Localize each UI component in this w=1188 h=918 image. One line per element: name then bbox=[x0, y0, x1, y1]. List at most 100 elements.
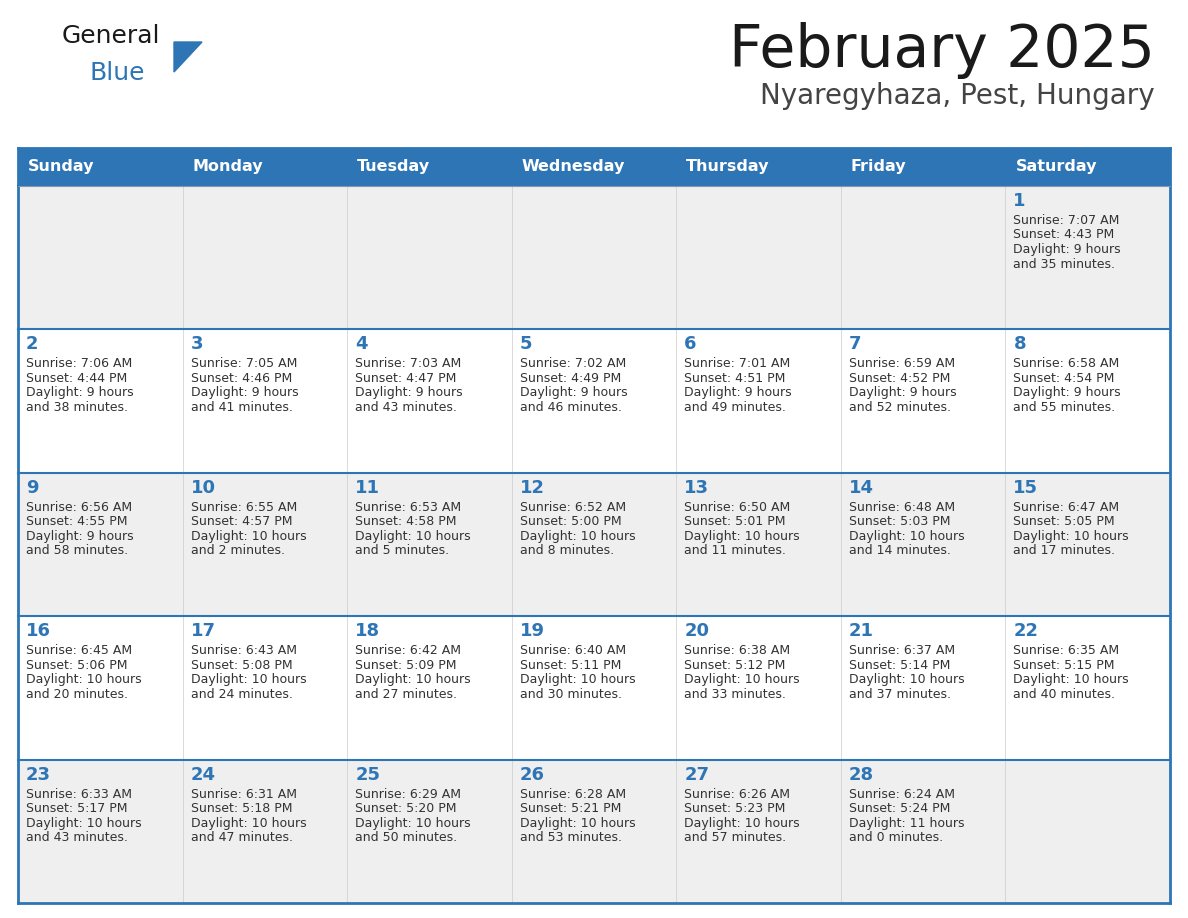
Text: Sunset: 5:14 PM: Sunset: 5:14 PM bbox=[849, 659, 950, 672]
Text: and 5 minutes.: and 5 minutes. bbox=[355, 544, 449, 557]
Text: Daylight: 9 hours: Daylight: 9 hours bbox=[1013, 386, 1121, 399]
Text: 19: 19 bbox=[519, 622, 545, 640]
Text: and 27 minutes.: and 27 minutes. bbox=[355, 688, 457, 700]
Text: 20: 20 bbox=[684, 622, 709, 640]
Text: Sunrise: 7:02 AM: Sunrise: 7:02 AM bbox=[519, 357, 626, 370]
Text: Sunrise: 6:35 AM: Sunrise: 6:35 AM bbox=[1013, 644, 1119, 657]
Text: Sunset: 5:24 PM: Sunset: 5:24 PM bbox=[849, 802, 950, 815]
Text: Wednesday: Wednesday bbox=[522, 160, 625, 174]
Text: Sunrise: 7:05 AM: Sunrise: 7:05 AM bbox=[190, 357, 297, 370]
Text: and 37 minutes.: and 37 minutes. bbox=[849, 688, 950, 700]
Text: and 53 minutes.: and 53 minutes. bbox=[519, 831, 621, 844]
Text: General: General bbox=[62, 24, 160, 48]
Text: 28: 28 bbox=[849, 766, 874, 784]
Bar bbox=[183, 148, 347, 186]
Text: and 49 minutes.: and 49 minutes. bbox=[684, 401, 786, 414]
Bar bbox=[841, 148, 1005, 186]
Text: Sunrise: 7:06 AM: Sunrise: 7:06 AM bbox=[26, 357, 132, 370]
Text: Sunrise: 6:26 AM: Sunrise: 6:26 AM bbox=[684, 788, 790, 800]
Text: Daylight: 9 hours: Daylight: 9 hours bbox=[26, 386, 133, 399]
Text: 26: 26 bbox=[519, 766, 545, 784]
Text: Sunset: 5:09 PM: Sunset: 5:09 PM bbox=[355, 659, 456, 672]
Bar bbox=[676, 148, 841, 186]
Text: Sunset: 5:18 PM: Sunset: 5:18 PM bbox=[190, 802, 292, 815]
Text: Sunset: 4:49 PM: Sunset: 4:49 PM bbox=[519, 372, 621, 385]
Text: 17: 17 bbox=[190, 622, 215, 640]
Text: 13: 13 bbox=[684, 479, 709, 497]
Text: 14: 14 bbox=[849, 479, 874, 497]
Text: Sunset: 5:00 PM: Sunset: 5:00 PM bbox=[519, 515, 621, 528]
Text: Sunset: 5:17 PM: Sunset: 5:17 PM bbox=[26, 802, 127, 815]
Text: 3: 3 bbox=[190, 335, 203, 353]
Text: and 35 minutes.: and 35 minutes. bbox=[1013, 258, 1116, 271]
Text: Tuesday: Tuesday bbox=[358, 160, 430, 174]
Text: Daylight: 11 hours: Daylight: 11 hours bbox=[849, 817, 965, 830]
Text: February 2025: February 2025 bbox=[729, 22, 1155, 79]
Text: Sunrise: 6:53 AM: Sunrise: 6:53 AM bbox=[355, 501, 461, 514]
Text: Sunset: 4:47 PM: Sunset: 4:47 PM bbox=[355, 372, 456, 385]
Polygon shape bbox=[173, 42, 202, 72]
Text: Daylight: 9 hours: Daylight: 9 hours bbox=[1013, 243, 1121, 256]
Text: Daylight: 9 hours: Daylight: 9 hours bbox=[519, 386, 627, 399]
Text: Sunrise: 6:28 AM: Sunrise: 6:28 AM bbox=[519, 788, 626, 800]
Text: Sunset: 5:23 PM: Sunset: 5:23 PM bbox=[684, 802, 785, 815]
Text: Sunrise: 6:55 AM: Sunrise: 6:55 AM bbox=[190, 501, 297, 514]
Text: Sunrise: 6:43 AM: Sunrise: 6:43 AM bbox=[190, 644, 297, 657]
Text: 4: 4 bbox=[355, 335, 367, 353]
Text: Daylight: 9 hours: Daylight: 9 hours bbox=[355, 386, 463, 399]
Text: and 57 minutes.: and 57 minutes. bbox=[684, 831, 786, 844]
Text: Sunrise: 6:59 AM: Sunrise: 6:59 AM bbox=[849, 357, 955, 370]
Text: Sunrise: 6:58 AM: Sunrise: 6:58 AM bbox=[1013, 357, 1119, 370]
Text: Daylight: 10 hours: Daylight: 10 hours bbox=[1013, 673, 1129, 686]
Text: and 50 minutes.: and 50 minutes. bbox=[355, 831, 457, 844]
Text: Daylight: 10 hours: Daylight: 10 hours bbox=[519, 817, 636, 830]
Text: Sunset: 5:12 PM: Sunset: 5:12 PM bbox=[684, 659, 785, 672]
Text: Daylight: 9 hours: Daylight: 9 hours bbox=[26, 530, 133, 543]
Text: 23: 23 bbox=[26, 766, 51, 784]
Text: and 17 minutes.: and 17 minutes. bbox=[1013, 544, 1116, 557]
Text: Sunset: 5:15 PM: Sunset: 5:15 PM bbox=[1013, 659, 1114, 672]
Text: Sunset: 5:05 PM: Sunset: 5:05 PM bbox=[1013, 515, 1116, 528]
Text: 5: 5 bbox=[519, 335, 532, 353]
Text: Sunrise: 7:03 AM: Sunrise: 7:03 AM bbox=[355, 357, 461, 370]
Text: 18: 18 bbox=[355, 622, 380, 640]
Text: and 0 minutes.: and 0 minutes. bbox=[849, 831, 943, 844]
Text: 15: 15 bbox=[1013, 479, 1038, 497]
Bar bbox=[18, 148, 183, 186]
Text: Daylight: 10 hours: Daylight: 10 hours bbox=[684, 817, 800, 830]
Text: 24: 24 bbox=[190, 766, 215, 784]
Text: Sunrise: 6:47 AM: Sunrise: 6:47 AM bbox=[1013, 501, 1119, 514]
Text: 22: 22 bbox=[1013, 622, 1038, 640]
Text: Daylight: 10 hours: Daylight: 10 hours bbox=[190, 530, 307, 543]
Text: Thursday: Thursday bbox=[687, 160, 770, 174]
Text: and 24 minutes.: and 24 minutes. bbox=[190, 688, 292, 700]
Text: Daylight: 10 hours: Daylight: 10 hours bbox=[684, 673, 800, 686]
Text: Daylight: 10 hours: Daylight: 10 hours bbox=[519, 673, 636, 686]
Text: Sunrise: 7:01 AM: Sunrise: 7:01 AM bbox=[684, 357, 790, 370]
Text: and 33 minutes.: and 33 minutes. bbox=[684, 688, 786, 700]
Text: Sunset: 4:44 PM: Sunset: 4:44 PM bbox=[26, 372, 127, 385]
Text: Sunrise: 7:07 AM: Sunrise: 7:07 AM bbox=[1013, 214, 1120, 227]
Text: Sunset: 5:20 PM: Sunset: 5:20 PM bbox=[355, 802, 456, 815]
Text: Sunrise: 6:40 AM: Sunrise: 6:40 AM bbox=[519, 644, 626, 657]
Text: Sunset: 5:01 PM: Sunset: 5:01 PM bbox=[684, 515, 785, 528]
Text: Sunset: 5:11 PM: Sunset: 5:11 PM bbox=[519, 659, 621, 672]
Text: Daylight: 10 hours: Daylight: 10 hours bbox=[1013, 530, 1129, 543]
Text: Daylight: 10 hours: Daylight: 10 hours bbox=[355, 673, 470, 686]
Text: Sunrise: 6:29 AM: Sunrise: 6:29 AM bbox=[355, 788, 461, 800]
Text: Daylight: 9 hours: Daylight: 9 hours bbox=[684, 386, 792, 399]
Text: Sunrise: 6:56 AM: Sunrise: 6:56 AM bbox=[26, 501, 132, 514]
Text: Sunrise: 6:52 AM: Sunrise: 6:52 AM bbox=[519, 501, 626, 514]
Text: and 58 minutes.: and 58 minutes. bbox=[26, 544, 128, 557]
Text: Sunset: 4:43 PM: Sunset: 4:43 PM bbox=[1013, 229, 1114, 241]
Text: Sunset: 4:46 PM: Sunset: 4:46 PM bbox=[190, 372, 292, 385]
Bar bbox=[512, 148, 676, 186]
Text: Sunrise: 6:50 AM: Sunrise: 6:50 AM bbox=[684, 501, 790, 514]
Text: Daylight: 10 hours: Daylight: 10 hours bbox=[849, 530, 965, 543]
Text: 21: 21 bbox=[849, 622, 874, 640]
Text: and 40 minutes.: and 40 minutes. bbox=[1013, 688, 1116, 700]
Text: Sunrise: 6:37 AM: Sunrise: 6:37 AM bbox=[849, 644, 955, 657]
Text: 25: 25 bbox=[355, 766, 380, 784]
Bar bbox=[347, 148, 512, 186]
Text: Sunrise: 6:38 AM: Sunrise: 6:38 AM bbox=[684, 644, 790, 657]
